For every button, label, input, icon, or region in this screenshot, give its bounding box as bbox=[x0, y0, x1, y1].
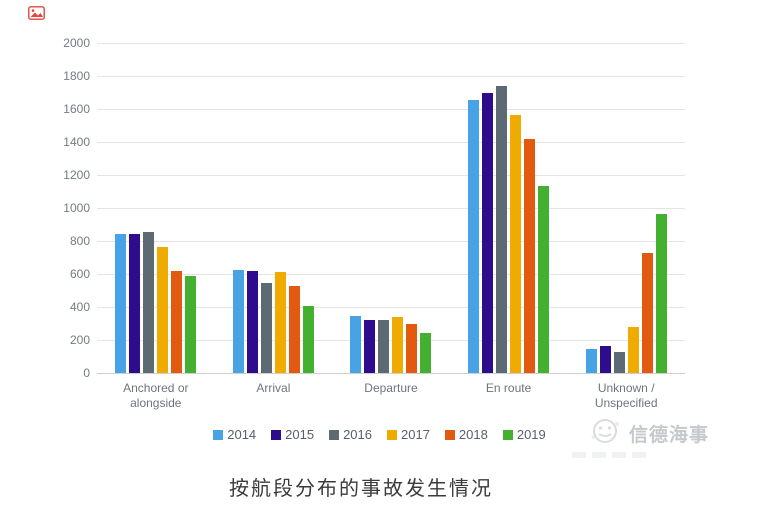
watermark-text: 信德海事 bbox=[629, 425, 710, 446]
category-label-3: En route bbox=[485, 381, 532, 395]
legend-label-2014: 2014 bbox=[227, 427, 257, 442]
y-tick-label-1200: 1200 bbox=[63, 168, 90, 182]
legend-swatch-2016 bbox=[329, 429, 340, 440]
category-label-4: Unknown / Unspecified bbox=[594, 381, 658, 410]
y-tick-label-1400: 1400 bbox=[63, 135, 90, 149]
broken-image-icon bbox=[28, 6, 45, 20]
compass-logo-icon bbox=[588, 417, 622, 450]
bar-group-arrival bbox=[215, 43, 333, 373]
bar-2016-cat4 bbox=[613, 352, 625, 373]
gridline-200 bbox=[97, 340, 685, 341]
y-tick-label-600: 600 bbox=[69, 267, 90, 281]
gridline-1400 bbox=[97, 142, 685, 143]
bar-2017-cat2 bbox=[392, 316, 404, 373]
legend-label-2015: 2015 bbox=[285, 427, 315, 442]
chart-legend: 2014 2015 2016 2017 2018 2019 bbox=[0, 427, 759, 442]
category-label-1: Arrival bbox=[256, 381, 291, 395]
gridline-800 bbox=[97, 241, 685, 242]
bar-group-departure bbox=[332, 43, 450, 373]
bar-group-anchored-or-alongside bbox=[97, 43, 215, 373]
y-tick-label-1800: 1800 bbox=[63, 69, 90, 83]
bar-2018-cat0 bbox=[171, 270, 183, 373]
category-label-2: Departure bbox=[364, 381, 418, 395]
bar-2017-cat0 bbox=[157, 246, 169, 373]
legend-item-2014: 2014 bbox=[213, 427, 256, 442]
legend-label-2019: 2019 bbox=[516, 427, 546, 442]
legend-label-2016: 2016 bbox=[343, 427, 372, 442]
bar-2018-cat2 bbox=[406, 323, 418, 373]
bar-2015-cat3 bbox=[482, 92, 494, 373]
bar-2014-cat3 bbox=[468, 99, 480, 373]
legend-item-2017: 2017 bbox=[387, 427, 430, 442]
bar-2014-cat1 bbox=[232, 269, 244, 373]
y-tick-label-0: 0 bbox=[83, 366, 90, 380]
gridline-600 bbox=[97, 274, 685, 275]
bar-2019-cat2 bbox=[420, 333, 432, 373]
bar-2019-cat3 bbox=[538, 185, 550, 373]
bar-group-unknown-unspecified bbox=[567, 43, 685, 373]
bar-2014-cat2 bbox=[350, 316, 362, 373]
bar-2017-cat3 bbox=[510, 114, 522, 373]
watermark: 信德海事 bbox=[588, 417, 709, 450]
bar-2019-cat0 bbox=[185, 275, 197, 373]
bar-2015-cat4 bbox=[599, 345, 611, 373]
bar-2018-cat1 bbox=[288, 285, 300, 373]
bar-2015-cat1 bbox=[246, 270, 258, 373]
legend-swatch-2017 bbox=[387, 429, 397, 440]
bar-2016-cat0 bbox=[143, 231, 155, 373]
bar-2017-cat1 bbox=[274, 271, 286, 373]
bar-2015-cat0 bbox=[129, 233, 141, 373]
bar-2016-cat1 bbox=[260, 283, 272, 373]
y-tick-label-400: 400 bbox=[69, 300, 90, 314]
gridline-400 bbox=[97, 307, 685, 308]
bar-2019-cat1 bbox=[302, 306, 314, 373]
category-label-0: Anchored or alongside bbox=[123, 381, 189, 410]
legend-swatch-2015 bbox=[271, 429, 282, 440]
legend-swatch-2018 bbox=[444, 429, 455, 440]
y-tick-label-1600: 1600 bbox=[63, 102, 90, 116]
legend-label-2018: 2018 bbox=[458, 427, 488, 442]
y-tick-label-200: 200 bbox=[69, 333, 90, 347]
y-tick-label-2000: 2000 bbox=[63, 36, 90, 50]
legend-item-2018: 2018 bbox=[444, 427, 488, 442]
bar-group-en-route bbox=[450, 43, 568, 373]
legend-item-2019: 2019 bbox=[502, 427, 546, 442]
bar-2018-cat3 bbox=[524, 138, 536, 373]
gridline-1000 bbox=[97, 208, 685, 209]
gridline-1600 bbox=[97, 109, 685, 110]
watermark-subtext bbox=[572, 452, 652, 458]
y-tick-label-1000: 1000 bbox=[63, 201, 90, 215]
gridline-1200 bbox=[97, 175, 685, 176]
legend-item-2015: 2015 bbox=[271, 427, 314, 442]
chart-caption: 按航段分布的事故发生情况 bbox=[229, 478, 493, 500]
bar-2016-cat3 bbox=[496, 85, 508, 373]
bar-2016-cat2 bbox=[378, 320, 390, 373]
bar-2018-cat4 bbox=[641, 252, 653, 373]
bar-2014-cat4 bbox=[585, 349, 597, 373]
bar-2014-cat0 bbox=[115, 234, 127, 373]
legend-swatch-2014 bbox=[213, 429, 224, 440]
gridline-1800 bbox=[97, 76, 685, 77]
y-tick-label-800: 800 bbox=[69, 234, 90, 248]
legend-label-2017: 2017 bbox=[401, 427, 430, 442]
bar-2015-cat2 bbox=[364, 320, 376, 373]
gridline-2000 bbox=[97, 43, 685, 44]
bar-2019-cat4 bbox=[655, 213, 667, 373]
x-axis-line bbox=[97, 373, 685, 374]
legend-swatch-2019 bbox=[502, 429, 513, 440]
legend-item-2016: 2016 bbox=[329, 427, 372, 442]
bar-2017-cat4 bbox=[627, 326, 639, 373]
